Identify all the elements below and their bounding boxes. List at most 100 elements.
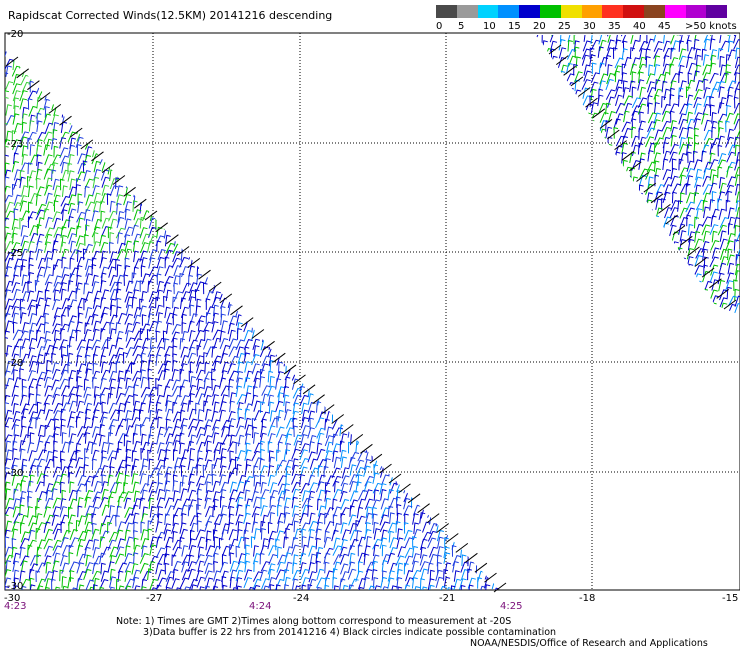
wind-barb xyxy=(61,169,70,181)
wind-barb xyxy=(109,200,116,213)
wind-barb xyxy=(294,528,302,540)
wind-barb xyxy=(115,50,126,53)
wind-barb xyxy=(213,265,220,278)
wind-barb xyxy=(219,154,228,167)
wind-barb xyxy=(101,504,110,516)
wind-barb xyxy=(501,179,509,189)
wind-barb xyxy=(237,521,243,533)
wind-barb xyxy=(19,570,26,582)
wind-barb xyxy=(277,179,287,190)
wind-barb xyxy=(695,64,702,77)
wind-barb xyxy=(316,298,326,310)
wind-barb xyxy=(5,201,14,213)
wind-barb xyxy=(147,280,153,293)
wind-barb xyxy=(687,39,692,52)
wind-barb xyxy=(404,537,414,549)
wind-barb xyxy=(412,138,418,151)
wind-barb xyxy=(284,217,291,230)
wind-barb xyxy=(543,54,549,66)
wind-barb xyxy=(387,240,394,253)
wind-barb xyxy=(53,145,59,158)
wind-barb xyxy=(421,434,428,447)
wind-barb xyxy=(5,274,9,287)
wind-barb xyxy=(115,74,125,86)
wind-barb xyxy=(141,337,151,349)
wind-barb xyxy=(395,313,404,326)
wind-barb xyxy=(551,183,559,195)
wind-barb xyxy=(13,169,22,181)
wind-barb xyxy=(331,202,339,214)
wind-barb xyxy=(219,330,226,343)
wind-barb xyxy=(29,312,37,325)
wind-barb xyxy=(389,232,395,244)
wind-barb xyxy=(261,112,266,125)
wind-barb xyxy=(575,159,581,172)
wind-barb xyxy=(372,337,382,348)
wind-barb xyxy=(483,233,491,246)
wind-barb xyxy=(373,178,383,190)
wind-barb xyxy=(77,426,87,437)
wind-barb xyxy=(252,226,259,239)
wind-barb xyxy=(435,219,444,231)
wind-barb xyxy=(277,512,286,524)
wind-barb xyxy=(35,194,42,206)
wind-barb xyxy=(317,265,323,278)
wind-barb xyxy=(131,50,137,55)
wind-barb xyxy=(412,378,421,391)
wind-barb xyxy=(197,218,204,230)
wind-barb xyxy=(149,79,155,92)
wind-barb xyxy=(84,291,93,303)
wind-barb xyxy=(157,146,165,158)
wind-barb xyxy=(173,507,183,519)
wind-barb xyxy=(237,327,242,340)
wind-barb xyxy=(27,480,34,493)
wind-barb xyxy=(213,560,219,573)
wind-barb xyxy=(43,266,51,278)
wind-barb xyxy=(485,385,494,397)
wind-barb xyxy=(590,88,597,101)
wind-barb xyxy=(84,539,94,551)
wind-barb xyxy=(355,203,363,215)
wind-barb xyxy=(275,202,284,214)
wind-barb xyxy=(227,441,237,452)
wind-barb xyxy=(323,113,332,125)
wind-barb xyxy=(331,120,338,133)
wind-barb xyxy=(13,73,21,86)
wind-barb xyxy=(155,130,162,143)
wind-barb xyxy=(679,183,690,195)
wind-barb xyxy=(116,578,121,590)
wind-barb xyxy=(157,170,163,182)
wind-barb xyxy=(11,282,21,294)
wind-barb xyxy=(188,274,194,287)
wind-barb xyxy=(339,64,347,77)
wind-barb xyxy=(244,408,250,421)
wind-barb xyxy=(60,328,66,340)
wind-barb xyxy=(502,491,509,501)
wind-barb xyxy=(301,122,310,134)
wind-barb xyxy=(117,585,125,590)
wind-barb xyxy=(181,34,186,45)
wind-barb xyxy=(349,144,357,156)
wind-barb xyxy=(181,145,189,157)
wind-barb xyxy=(260,505,268,517)
wind-barb xyxy=(436,79,443,92)
wind-barb xyxy=(315,481,325,493)
wind-barb xyxy=(404,312,410,325)
wind-barb xyxy=(631,39,640,52)
wind-barb xyxy=(19,162,30,174)
wind-barb xyxy=(396,145,402,157)
wind-barb xyxy=(435,307,445,319)
wind-barb xyxy=(324,458,331,470)
wind-barb xyxy=(149,513,159,525)
wind-barb xyxy=(76,143,82,156)
wind-barb xyxy=(299,458,310,469)
wind-barb xyxy=(493,320,500,333)
wind-barb xyxy=(59,378,69,390)
wind-barb xyxy=(253,145,261,158)
wind-barb xyxy=(60,585,68,590)
wind-barb xyxy=(501,538,508,549)
wind-barb xyxy=(598,80,606,92)
wind-barb xyxy=(357,561,363,573)
wind-barb xyxy=(647,121,656,133)
wind-barb xyxy=(581,54,590,66)
